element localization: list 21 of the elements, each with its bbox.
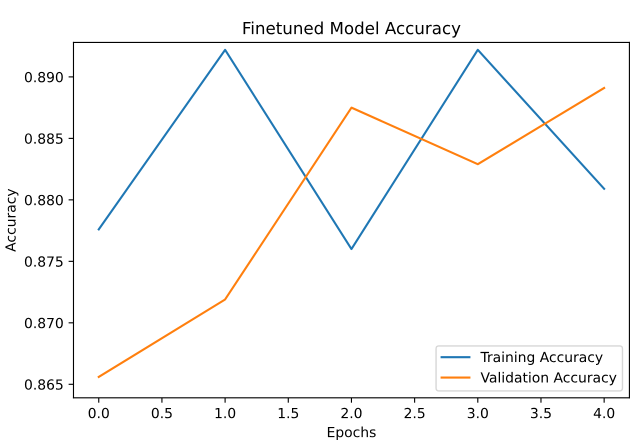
y-axis-title: Accuracy [5,188,18,252]
y-tick-label: 0.870 [24,318,63,328]
x-tick-label: 4.0 [594,408,614,418]
chart-title: Finetuned Model Accuracy [244,21,460,38]
y-tick-label: 0.880 [24,194,63,206]
x-tick-label: 3.5 [530,408,551,418]
legend-label: Training Accuracy [480,352,603,365]
x-tick-label: 2.5 [404,408,424,418]
x-tick-label: 2.0 [341,408,362,418]
x-tick-label: 0.5 [152,408,172,418]
y-tick-label: 0.865 [24,379,63,390]
x-tick-label: 3.0 [468,408,488,418]
line-series [98,48,606,250]
x-tick-label: 1.5 [278,408,298,418]
x-axis-title: Epochs [328,426,376,440]
y-tick-label: 0.875 [24,256,63,267]
x-tick-label: 0.0 [88,408,109,418]
x-tick-label: 1.0 [216,408,236,418]
y-tick-label: 0.885 [24,133,63,144]
y-tick-label: 0.890 [24,72,63,82]
legend-label: Validation Accuracy [480,372,616,386]
